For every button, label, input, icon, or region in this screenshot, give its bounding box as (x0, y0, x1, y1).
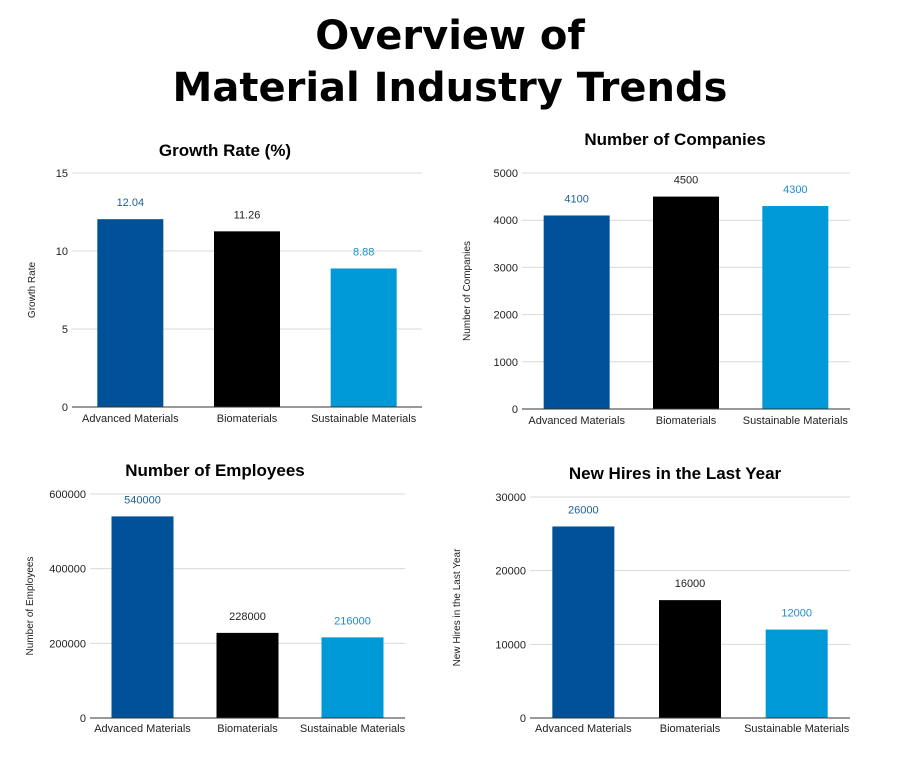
chart-number-of-companies: Number of Companies Number of Companies 0 1… (462, 130, 850, 427)
category-label: Advanced Materials (82, 413, 179, 425)
category-label: Biomaterials (656, 415, 717, 427)
y-tick-label: 5000 (494, 168, 518, 180)
category-label: Advanced Materials (528, 415, 625, 427)
y-tick-label: 0 (80, 713, 86, 725)
y-tick-label: 200000 (49, 638, 86, 650)
y-tick-label: 30000 (495, 492, 526, 504)
y-tick-label: 10 (56, 246, 68, 258)
category-label: Sustainable Materials (300, 723, 406, 735)
data-label: 4100 (564, 193, 588, 205)
bar (653, 196, 719, 409)
data-label: 540000 (124, 494, 161, 506)
page-title-line-1: Overview of (315, 13, 585, 59)
bar (216, 632, 279, 718)
bar (543, 215, 610, 409)
y-tick-label: 10000 (495, 639, 526, 651)
bar (111, 516, 174, 718)
y-tick-label: 0 (512, 404, 518, 416)
y-tick-label: 0 (62, 402, 68, 414)
data-label: 12000 (781, 608, 812, 620)
y-tick-label: 2000 (494, 310, 518, 322)
chart-title: Number of Companies (584, 130, 765, 149)
chart-growth-rate: Growth Rate (%) Growth Rate 0 5 10 15 12.04 Adv… (27, 141, 422, 425)
data-label: 216000 (334, 615, 371, 627)
category-label: Advanced Materials (535, 723, 632, 735)
page-title-line-2: Material Industry Trends (172, 65, 728, 111)
category-label: Sustainable Materials (311, 413, 417, 425)
data-label: 228000 (229, 611, 266, 623)
bar (214, 231, 280, 407)
data-label: 12.04 (117, 197, 145, 209)
y-tick-label: 20000 (495, 566, 526, 578)
data-label: 4300 (783, 184, 807, 196)
bar (330, 268, 397, 407)
page-title: Overview of Material Industry Trends (0, 10, 900, 114)
y-axis-label: New Hires in the Last Year (452, 548, 463, 667)
bar (659, 600, 721, 718)
y-tick-label: 400000 (49, 564, 86, 576)
y-tick-label: 15 (56, 168, 68, 180)
chart-number-of-employees: Number of Employees Number of Employees 0 2… (25, 461, 406, 735)
y-tick-label: 0 (520, 713, 526, 725)
data-label: 16000 (675, 578, 706, 590)
bar (552, 526, 615, 718)
y-tick-label: 4000 (494, 215, 518, 227)
category-label: Biomaterials (660, 723, 721, 735)
chart-title: Number of Employees (125, 461, 305, 480)
y-tick-label: 3000 (494, 262, 518, 274)
chart-title: Growth Rate (%) (159, 141, 291, 160)
y-tick-label: 1000 (494, 357, 518, 369)
y-tick-label: 600000 (49, 489, 86, 501)
data-label: 11.26 (234, 209, 261, 221)
y-axis-label: Number of Companies (462, 241, 473, 341)
y-axis-label: Growth Rate (27, 261, 38, 318)
y-tick-label: 5 (62, 324, 68, 336)
data-label: 4500 (674, 175, 698, 187)
category-label: Advanced Materials (94, 723, 191, 735)
bar (97, 219, 164, 407)
data-label: 26000 (568, 504, 599, 516)
bar (321, 637, 384, 718)
bar (762, 206, 829, 409)
data-label: 8.88 (353, 246, 374, 258)
y-axis-label: Number of Employees (25, 557, 36, 656)
category-label: Sustainable Materials (744, 723, 850, 735)
chart-title: New Hires in the Last Year (569, 464, 782, 483)
bar (765, 629, 828, 718)
chart-new-hires: New Hires in the Last Year New Hires in t… (452, 464, 850, 735)
category-label: Sustainable Materials (743, 415, 849, 427)
category-label: Biomaterials (217, 413, 278, 425)
category-label: Biomaterials (217, 723, 278, 735)
